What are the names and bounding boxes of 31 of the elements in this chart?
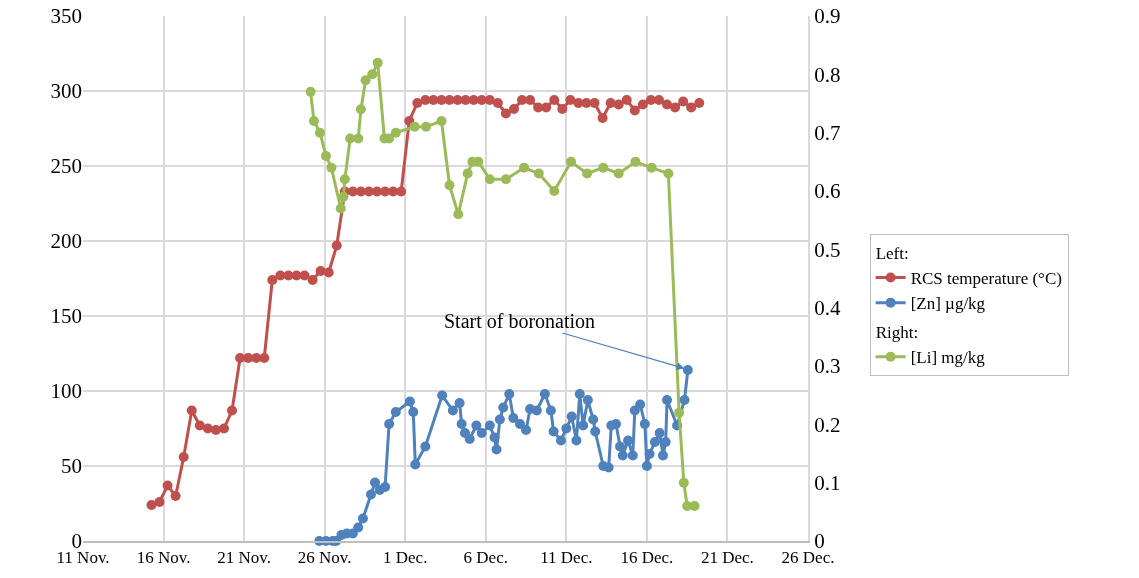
- y-tick-label: 350: [50, 4, 82, 29]
- y2-tick-label: 0.4: [814, 296, 841, 321]
- y2-tick-label: 0.3: [814, 354, 841, 379]
- y2-tick-label: 0.2: [814, 412, 841, 437]
- legend-label: [Li] mg/kg: [910, 348, 986, 368]
- y-tick-label: 50: [61, 454, 82, 479]
- y2-tick-label: 0.7: [814, 121, 841, 146]
- x-tick-label: 11 Nov.: [56, 548, 110, 568]
- y-tick-label: 300: [50, 79, 82, 104]
- x-tick-label: 1 Dec.: [383, 548, 428, 568]
- y-tick-label: 200: [50, 229, 82, 254]
- y2-tick-label: 0.1: [814, 471, 841, 496]
- y-tick-label: 150: [50, 304, 82, 329]
- x-tick-label: 16 Dec.: [620, 548, 674, 568]
- legend-label: RCS temperature (°C): [910, 269, 1062, 289]
- x-tick-label: 21 Nov.: [217, 548, 271, 568]
- x-tick-label: 26 Nov.: [297, 548, 352, 568]
- y2-tick-label: 0.8: [814, 62, 841, 87]
- annotation: Start of boronation: [444, 310, 596, 332]
- y2-tick-label: 0.5: [814, 237, 841, 262]
- x-tick-label: 21 Dec.: [701, 548, 754, 568]
- text: Right:: [875, 323, 919, 343]
- y2-tick-label: 0.6: [814, 179, 841, 204]
- legend-label: [Zn] µg/kg: [910, 294, 986, 314]
- legend-title: Left:: [875, 244, 909, 264]
- y-tick-label: 100: [50, 379, 82, 404]
- y2-tick-label: 0.9: [814, 4, 841, 29]
- x-tick-label: 6 Dec.: [463, 548, 508, 568]
- x-tick-label: 11 Dec.: [540, 548, 593, 568]
- y-tick-label: 250: [50, 154, 82, 179]
- x-tick-label: 16 Nov.: [136, 548, 191, 568]
